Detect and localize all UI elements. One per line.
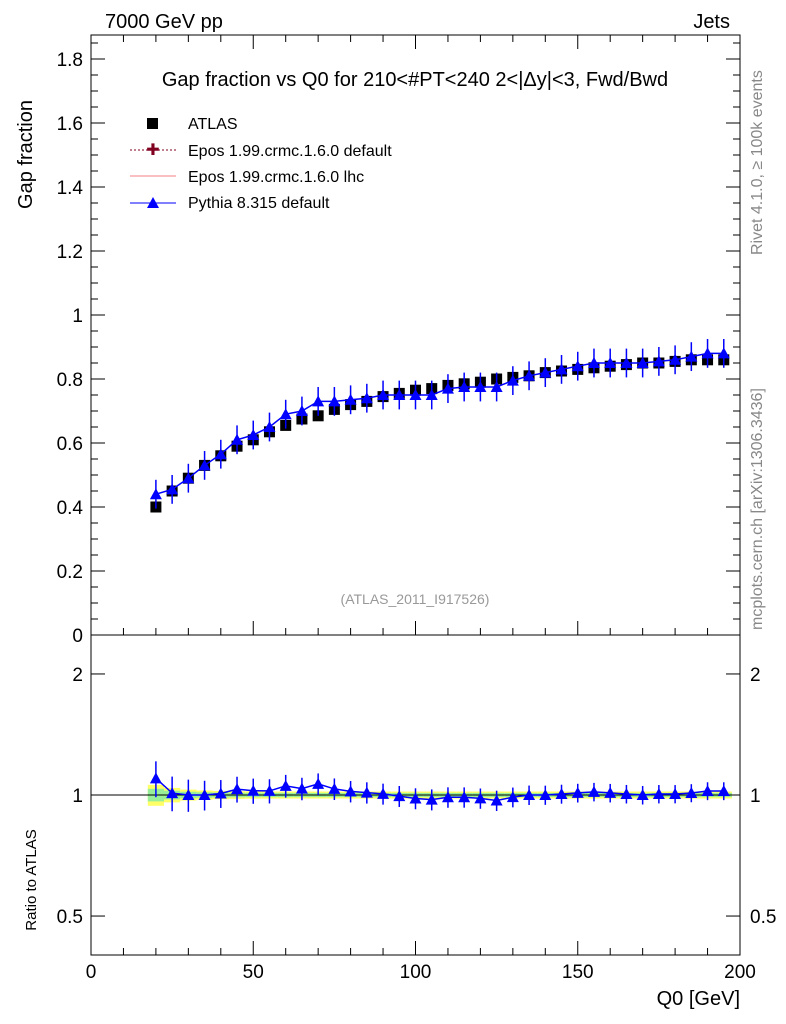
- legend-marker-epos-default: ✚: [146, 142, 159, 159]
- ratio-tick-label-right: 2: [750, 665, 761, 686]
- ratio-tick-label-right: 0.5: [750, 907, 776, 928]
- y-tick-label: 0: [72, 626, 83, 647]
- x-axis-label: Q0 [GeV]: [657, 988, 740, 1010]
- y-tick-label: 1.6: [57, 114, 83, 135]
- x-tick-label: 150: [562, 962, 594, 983]
- y-tick-label: 1.2: [57, 242, 83, 263]
- legend-label: Epos 1.99.crmc.1.6.0 default: [188, 143, 392, 160]
- y-axis-label: Gap fraction: [15, 100, 37, 209]
- analysis-label: (ATLAS_2011_I917526): [341, 591, 490, 607]
- ratio-tick-label: 0.5: [57, 907, 83, 928]
- pythia-ratio-line: [155, 777, 724, 802]
- legend-marker-atlas: [147, 118, 158, 129]
- y-tick-label: 0.6: [57, 434, 83, 455]
- y-tick-label: 0.8: [57, 370, 83, 391]
- header-right: Jets: [693, 11, 730, 33]
- legend-label: ATLAS: [188, 116, 238, 133]
- x-tick-label: 100: [400, 962, 432, 983]
- ratio-tick-label: 1: [72, 786, 83, 807]
- legend: ATLAS ✚ Epos 1.99.crmc.1.6.0 default Epo…: [130, 116, 392, 212]
- header-left: 7000 GeV pp: [105, 11, 223, 33]
- mcplots-label: mcplots.cern.ch [arXiv:1306.3436]: [749, 388, 766, 630]
- y-tick-label: 0.4: [57, 498, 84, 519]
- pythia-line: [155, 352, 724, 495]
- x-tick-label: 0: [86, 962, 97, 983]
- y-tick-label: 1.4: [57, 178, 84, 199]
- legend-label: Epos 1.99.crmc.1.6.0 lhc: [188, 169, 364, 186]
- y-tick-label: 0.2: [57, 562, 83, 583]
- chart-title: Gap fraction vs Q0 for 210<#PT<240 2<|Δy…: [162, 69, 668, 91]
- rivet-label: Rivet 4.1.0, ≥ 100k events: [749, 70, 766, 255]
- y-tick-label: 1: [72, 306, 83, 327]
- legend-marker-pythia: [147, 197, 159, 208]
- x-tick-label: 50: [243, 962, 264, 983]
- ratio-tick-label-right: 1: [750, 786, 761, 807]
- ratio-tick-label: 2: [72, 665, 83, 686]
- ratio-axis-label: Ratio to ATLAS: [23, 829, 40, 930]
- x-tick-label: 200: [724, 962, 756, 983]
- legend-label: Pythia 8.315 default: [188, 195, 330, 212]
- y-tick-label: 1.8: [57, 50, 83, 71]
